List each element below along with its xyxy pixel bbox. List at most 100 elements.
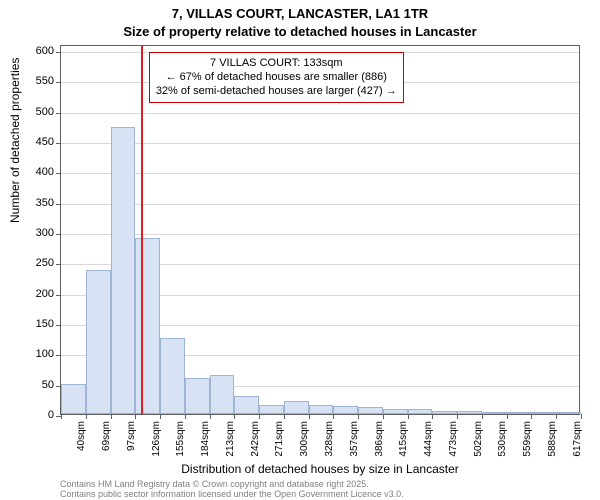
reference-line xyxy=(141,46,143,414)
ytick-mark xyxy=(56,113,61,114)
xtick-mark xyxy=(284,414,285,419)
x-axis-label: Distribution of detached houses by size … xyxy=(60,462,580,476)
ytick-mark xyxy=(56,264,61,265)
histogram-bar xyxy=(432,411,457,414)
ytick-label: 250 xyxy=(14,257,54,269)
xtick-label: 97sqm xyxy=(126,421,137,451)
xtick-mark xyxy=(160,414,161,419)
histogram-bar xyxy=(210,375,235,414)
histogram-bar xyxy=(284,401,309,414)
ytick-label: 50 xyxy=(14,379,54,391)
xtick-label: 328sqm xyxy=(324,421,335,457)
xtick-mark xyxy=(482,414,483,419)
gridline xyxy=(61,173,579,174)
annotation-line1: 7 VILLAS COURT: 133sqm xyxy=(156,57,397,71)
xtick-label: 444sqm xyxy=(423,421,434,457)
xtick-mark xyxy=(210,414,211,419)
xtick-label: 40sqm xyxy=(76,421,87,451)
ytick-label: 300 xyxy=(14,227,54,239)
ytick-label: 150 xyxy=(14,318,54,330)
histogram-bar xyxy=(111,127,136,414)
ytick-mark xyxy=(56,355,61,356)
xtick-label: 126sqm xyxy=(151,421,162,457)
histogram-bar xyxy=(160,338,185,414)
ytick-label: 350 xyxy=(14,197,54,209)
xtick-label: 242sqm xyxy=(250,421,261,457)
xtick-label: 559sqm xyxy=(522,421,533,457)
histogram-bar xyxy=(457,411,482,414)
gridline xyxy=(61,113,579,114)
xtick-label: 213sqm xyxy=(225,421,236,457)
xtick-label: 530sqm xyxy=(497,421,508,457)
xtick-mark xyxy=(383,414,384,419)
chart-title-line1: 7, VILLAS COURT, LANCASTER, LA1 1TR xyxy=(0,6,600,21)
histogram-bar xyxy=(482,412,507,414)
ytick-mark xyxy=(56,82,61,83)
ytick-label: 400 xyxy=(14,166,54,178)
attribution-text: Contains HM Land Registry data © Crown c… xyxy=(60,480,404,500)
histogram-bar xyxy=(185,378,210,414)
xtick-mark xyxy=(581,414,582,419)
xtick-label: 617sqm xyxy=(572,421,583,457)
xtick-mark xyxy=(507,414,508,419)
xtick-mark xyxy=(432,414,433,419)
histogram-bar xyxy=(135,238,160,414)
histogram-bar xyxy=(309,405,334,414)
histogram-bar xyxy=(61,384,86,414)
gridline xyxy=(61,204,579,205)
ytick-mark xyxy=(56,295,61,296)
chart-title-line2: Size of property relative to detached ho… xyxy=(0,24,600,39)
ytick-label: 200 xyxy=(14,288,54,300)
histogram-bar xyxy=(383,409,408,414)
xtick-label: 155sqm xyxy=(175,421,186,457)
xtick-label: 502sqm xyxy=(473,421,484,457)
gridline xyxy=(61,143,579,144)
gridline xyxy=(61,234,579,235)
ytick-mark xyxy=(56,173,61,174)
ytick-label: 450 xyxy=(14,136,54,148)
ytick-mark xyxy=(56,52,61,53)
histogram-bar xyxy=(358,407,383,414)
ytick-mark xyxy=(56,325,61,326)
xtick-label: 386sqm xyxy=(374,421,385,457)
xtick-mark xyxy=(457,414,458,419)
ytick-label: 600 xyxy=(14,45,54,57)
xtick-mark xyxy=(61,414,62,419)
xtick-mark xyxy=(531,414,532,419)
attribution-line2: Contains public sector information licen… xyxy=(60,490,404,500)
annotation-box: 7 VILLAS COURT: 133sqm← 67% of detached … xyxy=(149,52,404,103)
xtick-mark xyxy=(234,414,235,419)
histogram-bar xyxy=(234,396,259,414)
ytick-label: 100 xyxy=(14,348,54,360)
ytick-mark xyxy=(56,234,61,235)
xtick-label: 473sqm xyxy=(448,421,459,457)
xtick-label: 415sqm xyxy=(398,421,409,457)
ytick-label: 500 xyxy=(14,106,54,118)
xtick-mark xyxy=(408,414,409,419)
xtick-label: 300sqm xyxy=(299,421,310,457)
xtick-mark xyxy=(259,414,260,419)
ytick-mark xyxy=(56,204,61,205)
xtick-mark xyxy=(333,414,334,419)
xtick-mark xyxy=(358,414,359,419)
annotation-line3: 32% of semi-detached houses are larger (… xyxy=(156,85,397,99)
histogram-bar xyxy=(531,412,556,414)
histogram-bar xyxy=(556,412,581,414)
histogram-bar xyxy=(408,409,433,414)
histogram-bar xyxy=(86,270,111,414)
histogram-plot-area: 7 VILLAS COURT: 133sqm← 67% of detached … xyxy=(60,45,580,415)
xtick-label: 357sqm xyxy=(349,421,360,457)
histogram-bar xyxy=(333,406,358,414)
xtick-mark xyxy=(86,414,87,419)
xtick-mark xyxy=(135,414,136,419)
ytick-label: 0 xyxy=(14,409,54,421)
annotation-line2: ← 67% of detached houses are smaller (88… xyxy=(156,71,397,85)
xtick-mark xyxy=(185,414,186,419)
xtick-label: 69sqm xyxy=(101,421,112,451)
xtick-mark xyxy=(556,414,557,419)
xtick-label: 184sqm xyxy=(200,421,211,457)
histogram-bar xyxy=(507,412,532,414)
xtick-mark xyxy=(309,414,310,419)
xtick-label: 588sqm xyxy=(547,421,558,457)
xtick-mark xyxy=(111,414,112,419)
